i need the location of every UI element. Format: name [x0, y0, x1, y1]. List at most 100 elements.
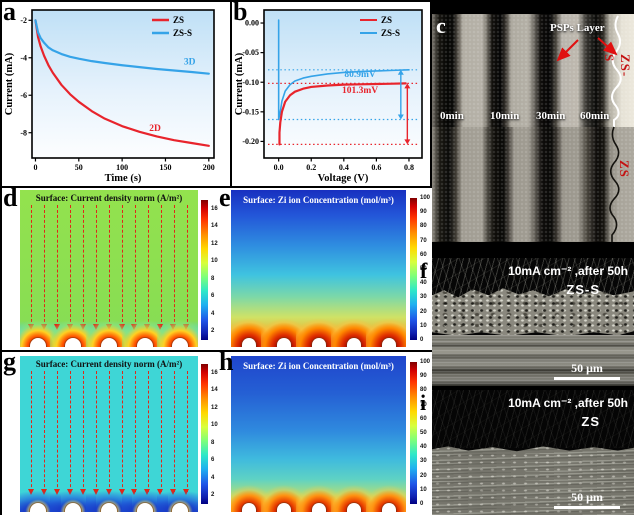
simulation-title: Surface: Current density norm (A/m²)	[35, 359, 183, 369]
colorbar-ticks: 100 90 80 70 60 50 40 30 20 10 0	[410, 195, 440, 343]
sample-label: ZS	[581, 414, 600, 429]
flux-arrow-icon	[40, 371, 47, 495]
bump-dome	[276, 503, 291, 512]
svg-text:-0.15: -0.15	[242, 107, 259, 116]
flux-arrow-icon	[170, 205, 177, 330]
colorbar-tick-label: 16	[211, 205, 218, 212]
psps-boundary-and-arrows	[556, 15, 622, 242]
colorbar-tick-label: 4	[211, 310, 215, 317]
chart-b-plot: 0.0 0.2 0.4 0.6 0.8 0.00 -0.05 -0.10 -0.15 -0.20 V…	[234, 9, 423, 184]
test-condition-label: 10mA cm⁻² ,after 50h	[508, 396, 628, 410]
sem-strip-zs-10min	[482, 127, 528, 242]
colorbar-gradient	[201, 200, 208, 340]
colorbar-tick-label: 50	[420, 266, 427, 272]
colorbar-tick-label: 30	[420, 458, 427, 465]
colorbar-tick-label: 60	[420, 251, 427, 258]
svg-text:200: 200	[203, 163, 215, 172]
bump-dome	[29, 503, 46, 512]
svg-text:-4: -4	[20, 53, 27, 62]
colorbar-tick-label: 6	[211, 293, 215, 300]
flux-arrow-icon	[144, 205, 151, 330]
electrode-bump	[365, 478, 406, 512]
svg-text:ZS-S: ZS-S	[381, 28, 400, 38]
panel-b-lsv-chart: b 0.0 0.2 0.4 0.6 0.8 0.00 -0.05 -0.10 -0.15 -0.2…	[232, 0, 430, 186]
svg-text:101.3mV: 101.3mV	[342, 86, 378, 96]
colorbar-gradient	[410, 198, 417, 340]
colorbar-tick-label: 40	[420, 444, 427, 451]
colorbar-tick-label: 0	[420, 501, 424, 507]
scale-bar: 50 μm	[554, 361, 620, 380]
sem-strips-zs	[432, 127, 634, 242]
svg-text:-6: -6	[20, 91, 27, 100]
colorbar: 100 90 80 70 60 50 40 30 20 10 0	[410, 359, 440, 507]
colorbar-tick-label: 80	[420, 387, 427, 394]
colorbar-tick-label: 80	[420, 223, 427, 230]
colorbar-tick-label: 14	[211, 387, 218, 394]
flux-arrow-icon	[28, 205, 35, 330]
colorbar-tick-label: 0	[420, 337, 424, 343]
svg-text:3D: 3D	[184, 57, 196, 67]
bump-dome	[172, 503, 189, 512]
panel-f-letter: f	[420, 258, 428, 283]
svg-text:0.6: 0.6	[371, 163, 381, 172]
svg-text:0.0: 0.0	[274, 163, 284, 172]
panel-d-letter: d	[3, 183, 18, 212]
colorbar-tick-label: 70	[420, 237, 427, 244]
svg-text:100: 100	[116, 163, 128, 172]
sem-strip-0min	[432, 14, 482, 127]
bump-dome	[101, 338, 117, 347]
layered-substrate-texture	[432, 446, 634, 515]
simulation-plot: Surface: Current density norm (A/m²)	[20, 356, 198, 512]
time-label: 30min	[536, 110, 566, 122]
bump-dome	[241, 338, 256, 347]
flux-arrow-icon	[53, 371, 60, 495]
bump-dome	[311, 338, 326, 347]
bump-dome	[65, 503, 82, 512]
electrode-bump	[157, 478, 198, 512]
svg-text:-0.05: -0.05	[242, 48, 259, 57]
panel-g-letter: g	[3, 347, 16, 376]
bump-dome	[65, 338, 82, 347]
simulation-plot: Surface: Zi ion Concentration (mol/m³)	[231, 190, 406, 347]
flux-arrow-icon	[40, 205, 47, 330]
flux-arrow-icon	[131, 205, 138, 330]
flux-arrow-icon	[144, 371, 151, 495]
colorbar-tick-label: 20	[420, 472, 427, 479]
colorbar-tick-label: 10	[420, 322, 427, 329]
colorbar-tick-label: 10	[211, 422, 218, 429]
svg-text:Current (mA): Current (mA)	[4, 52, 15, 115]
simulation-plot: Surface: Zi ion Concentration (mol/m³)	[231, 356, 406, 512]
bump-dome	[276, 338, 291, 347]
time-label: 0min	[440, 110, 464, 122]
flux-arrow-icon	[118, 205, 125, 330]
scale-bar-line	[554, 506, 620, 509]
colorbar-tick-label: 8	[211, 439, 215, 446]
svg-text:0.8: 0.8	[404, 163, 414, 172]
simulation-title: Surface: Zi ion Concentration (mol/m³)	[243, 361, 394, 371]
flux-arrow-icon	[157, 371, 164, 495]
panel-b-letter: b	[233, 0, 248, 26]
flux-arrow-icon	[92, 371, 99, 495]
sem-strip-60min	[578, 14, 634, 127]
flux-arrow-icon	[66, 205, 73, 330]
panel-a-letter: a	[3, 0, 16, 26]
fibrous-texture	[432, 390, 634, 448]
panel-e-ion-concentration-simulation: e Surface: Zi ion Concentration (mol/m³)…	[218, 183, 432, 350]
current-flux-arrows	[25, 371, 193, 495]
colorbar-tick-label: 2	[211, 492, 215, 499]
scale-bar-label: 50 μm	[571, 490, 603, 504]
colorbar: 16 14 12 10 8 6 4 2	[201, 200, 231, 340]
flux-arrow-icon	[157, 205, 164, 330]
panel-h-letter: h	[219, 347, 234, 376]
svg-text:-0.20: -0.20	[242, 137, 259, 146]
sem-strip-10min	[482, 14, 528, 127]
svg-text:150: 150	[159, 163, 171, 172]
sample-label: ZS-S	[566, 282, 600, 297]
colorbar-tick-label: 50	[420, 430, 427, 436]
bump-dome	[241, 503, 256, 512]
colorbar-tick-label: 100	[420, 195, 431, 201]
zs-boundary-line-icon	[609, 126, 620, 242]
flux-arrow-icon	[183, 371, 190, 495]
electrode-bumps	[20, 478, 198, 512]
time-label: 60min	[580, 110, 610, 122]
